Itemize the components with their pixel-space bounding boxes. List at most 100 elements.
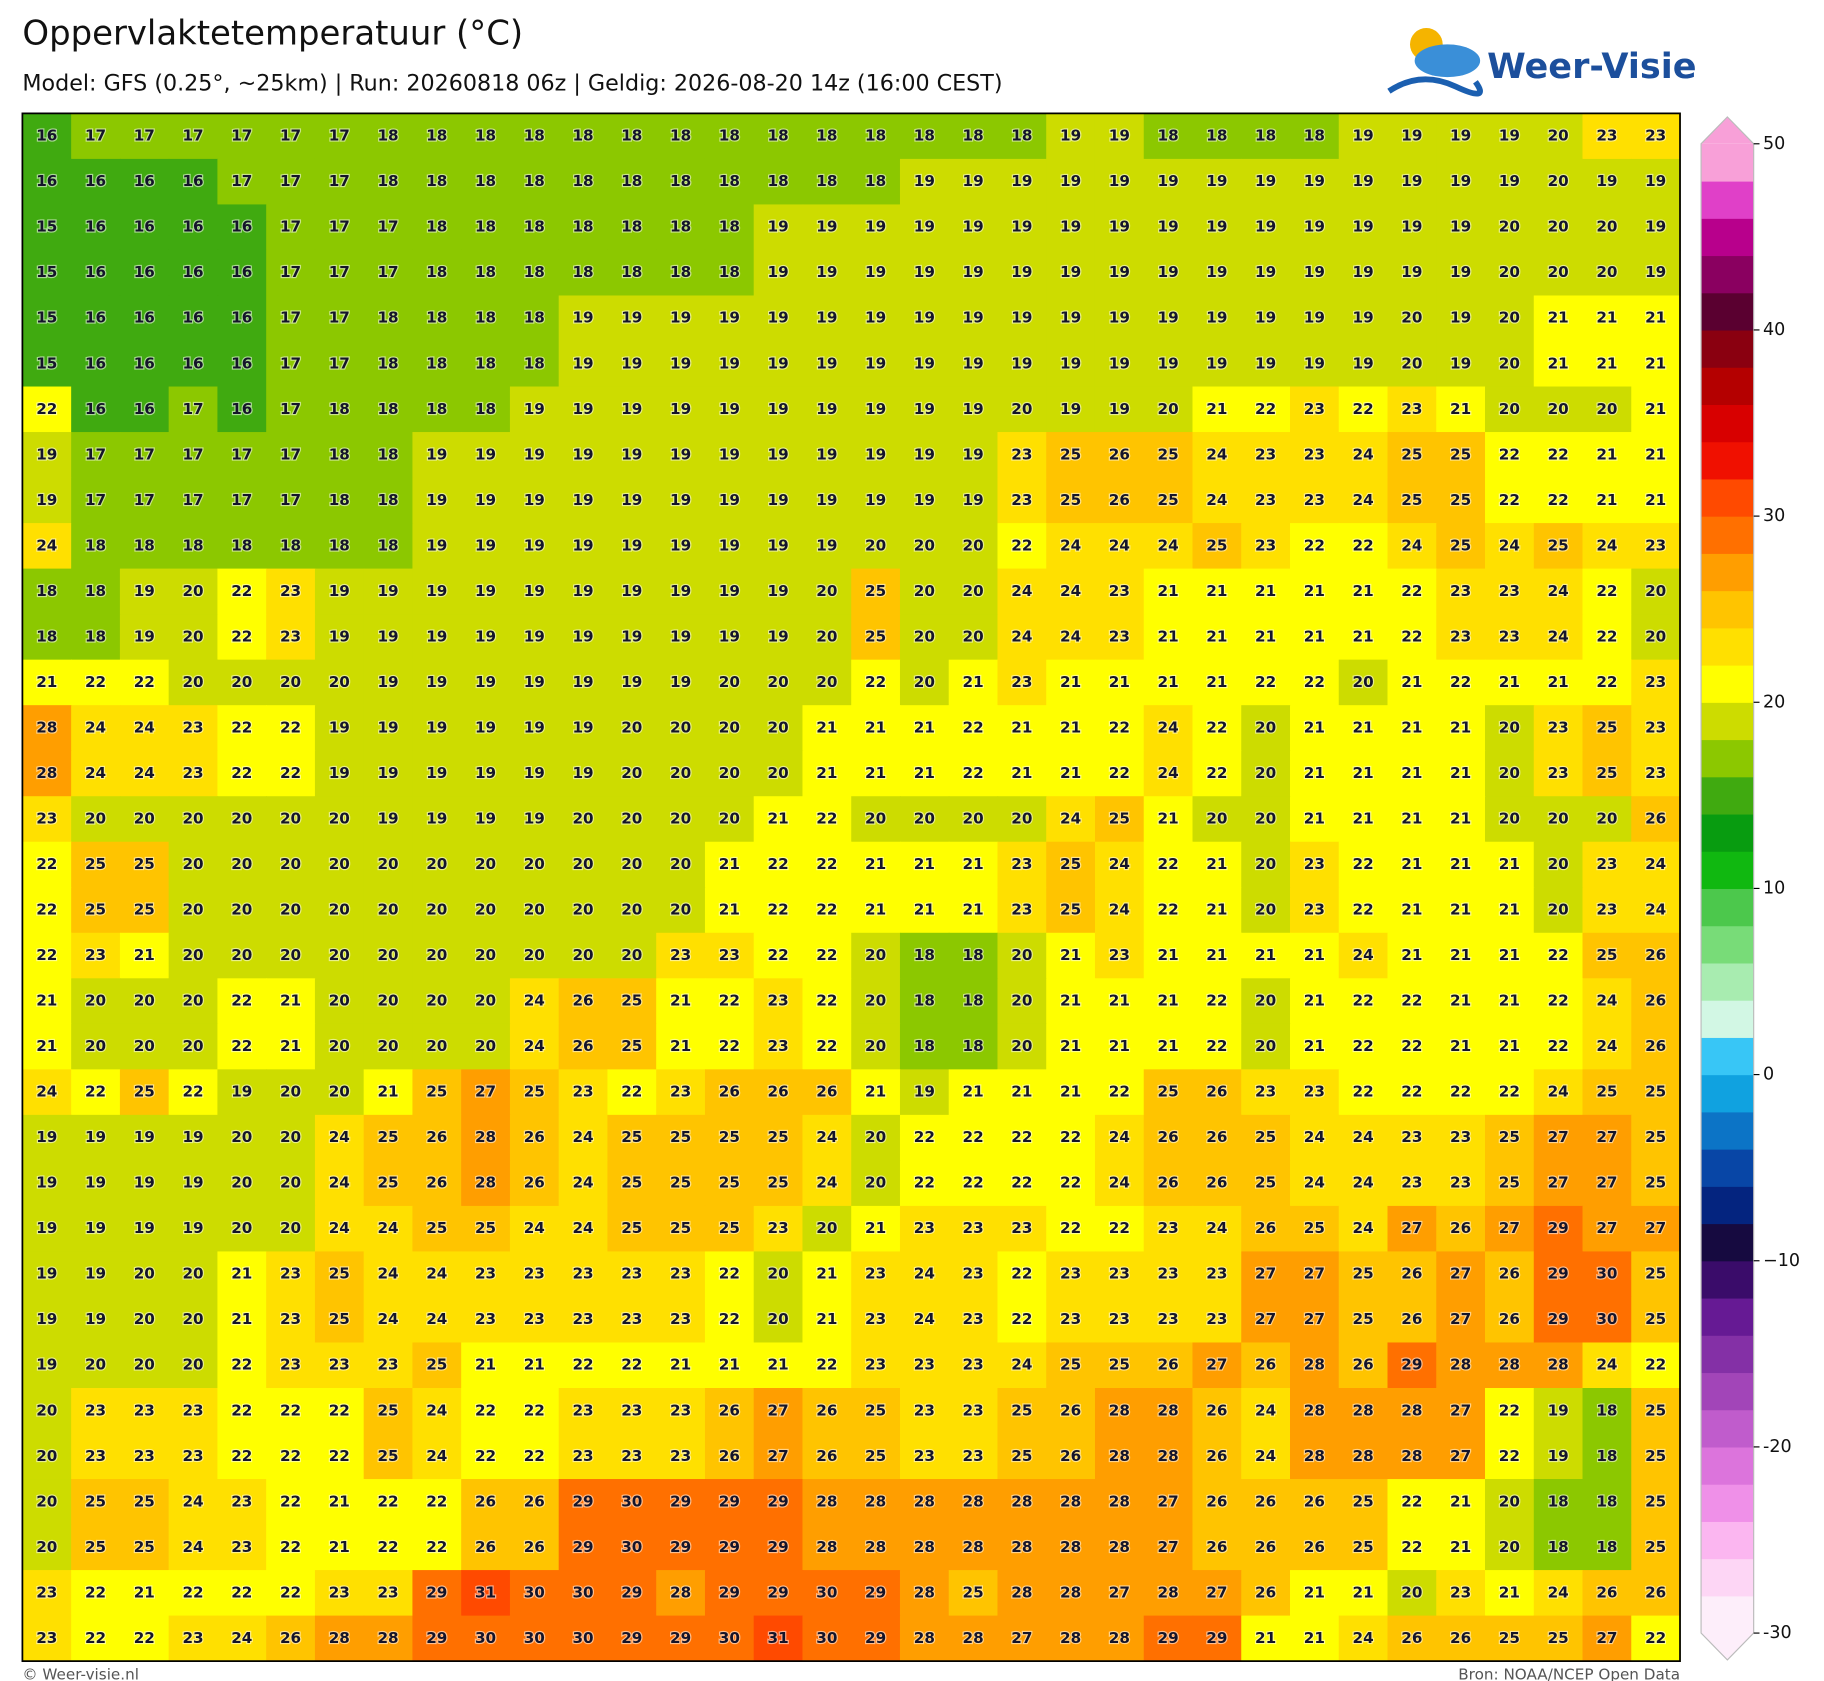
- temperature-label: 18: [1206, 127, 1227, 145]
- temperature-cell: [1631, 659, 1681, 706]
- temperature-cell: [851, 1296, 901, 1344]
- temperature-cell: [509, 978, 560, 1025]
- temperature-label: 21: [475, 1356, 496, 1374]
- temperature-label: 30: [524, 1629, 545, 1647]
- temperature-label: 28: [1353, 1447, 1374, 1465]
- temperature-cell: [1094, 932, 1145, 980]
- temperature-label: 20: [280, 946, 301, 964]
- temperature-cell: [656, 204, 706, 251]
- temperature-label: 19: [1158, 172, 1179, 190]
- temperature-cell: [656, 750, 706, 797]
- temperature-cell: [1387, 386, 1437, 433]
- temperature-label: 21: [1596, 309, 1617, 327]
- temperature-label: 19: [865, 309, 886, 327]
- temperature-label: 18: [914, 127, 935, 145]
- temperature-label: 22: [280, 1447, 301, 1465]
- temperature-cell: [461, 568, 511, 615]
- temperature-label: 20: [1255, 809, 1276, 827]
- temperature-cell: [1582, 1296, 1632, 1344]
- temperature-cell: [1143, 1114, 1194, 1162]
- temperature-cell: [1387, 614, 1437, 661]
- temperature-cell: [948, 1479, 999, 1526]
- temperature-cell: [1582, 1205, 1632, 1253]
- temperature-cell: [1338, 113, 1389, 160]
- temperature-label: 23: [670, 946, 691, 964]
- temperature-cell: [509, 1615, 560, 1662]
- temperature-cell: [1582, 1524, 1632, 1571]
- temperature-label: 25: [1353, 1310, 1374, 1328]
- temperature-label: 22: [231, 627, 252, 645]
- temperature-cell: [461, 1479, 511, 1526]
- temperature-cell: [363, 204, 414, 251]
- temperature-cell: [1289, 249, 1340, 297]
- temperature-label: 20: [377, 901, 398, 919]
- temperature-cell: [363, 1433, 414, 1480]
- temperature-cell: [558, 340, 609, 388]
- temperature-cell: [704, 841, 755, 888]
- temperature-cell: [1631, 1433, 1681, 1480]
- temperature-cell: [851, 1387, 901, 1435]
- temperature-cell: [899, 1205, 950, 1253]
- temperature-label: 17: [231, 445, 252, 463]
- temperature-cell: [753, 386, 804, 433]
- temperature-label: 21: [719, 901, 740, 919]
- temperature-label: 19: [475, 764, 496, 782]
- temperature-cell: [948, 340, 999, 388]
- temperature-label: 19: [1158, 263, 1179, 281]
- temperature-label: 25: [1353, 1538, 1374, 1556]
- temperature-label: 19: [524, 627, 545, 645]
- temperature-cell: [997, 568, 1047, 615]
- temperature-cell: [1582, 204, 1632, 251]
- temperature-cell: [22, 1251, 72, 1298]
- temperature-label: 22: [816, 855, 837, 873]
- temperature-label: 19: [377, 718, 398, 736]
- temperature-label: 23: [1060, 1310, 1081, 1328]
- temperature-label: 29: [865, 1629, 886, 1647]
- temperature-cell: [1485, 614, 1535, 661]
- temperature-cell: [71, 477, 121, 524]
- temperature-cell: [1289, 1251, 1340, 1298]
- temperature-label: 20: [1548, 172, 1569, 190]
- temperature-label: 19: [621, 354, 642, 372]
- temperature-label: 23: [1401, 1128, 1422, 1146]
- temperature-cell: [363, 796, 414, 843]
- temperature-label: 21: [1158, 582, 1179, 600]
- temperature-label: 25: [1450, 491, 1471, 509]
- temperature-cell: [363, 1023, 414, 1071]
- temperature-cell: [1094, 1479, 1145, 1526]
- temperature-label: 23: [280, 627, 301, 645]
- temperature-cell: [948, 113, 999, 160]
- temperature-cell: [1094, 659, 1145, 706]
- temperature-cell: [363, 978, 414, 1025]
- temperature-label: 29: [865, 1583, 886, 1601]
- temperature-label: 19: [1158, 218, 1179, 236]
- temperature-label: 21: [1109, 1037, 1130, 1055]
- temperature-cell: [71, 386, 121, 433]
- temperature-cell: [1533, 204, 1584, 251]
- temperature-label: 22: [231, 582, 252, 600]
- temperature-label: 23: [85, 1401, 106, 1419]
- temperature-cell: [217, 340, 267, 388]
- temperature-label: 23: [1255, 1083, 1276, 1101]
- temperature-cell: [314, 1114, 365, 1162]
- temperature-cell: [314, 1570, 365, 1617]
- temperature-label: 26: [1109, 445, 1130, 463]
- temperature-label: 20: [475, 855, 496, 873]
- temperature-label: 26: [426, 1128, 447, 1146]
- temperature-label: 23: [475, 1310, 496, 1328]
- temperature-cell: [753, 1570, 804, 1617]
- temperature-cell: [1241, 295, 1291, 342]
- temperature-label: 20: [182, 1356, 203, 1374]
- temperature-cell: [1289, 1433, 1340, 1480]
- temperature-label: 22: [1060, 1174, 1081, 1192]
- temperature-cell: [1338, 659, 1389, 706]
- temperature-cell: [1436, 1160, 1486, 1207]
- temperature-label: 22: [1109, 764, 1130, 782]
- temperature-cell: [1387, 113, 1437, 160]
- temperature-cell: [607, 432, 657, 479]
- temperature-label: 22: [963, 718, 984, 736]
- temperature-label: 25: [670, 1219, 691, 1237]
- temperature-label: 21: [329, 1492, 350, 1510]
- temperature-cell: [1436, 1251, 1486, 1298]
- temperature-cell: [1241, 978, 1291, 1025]
